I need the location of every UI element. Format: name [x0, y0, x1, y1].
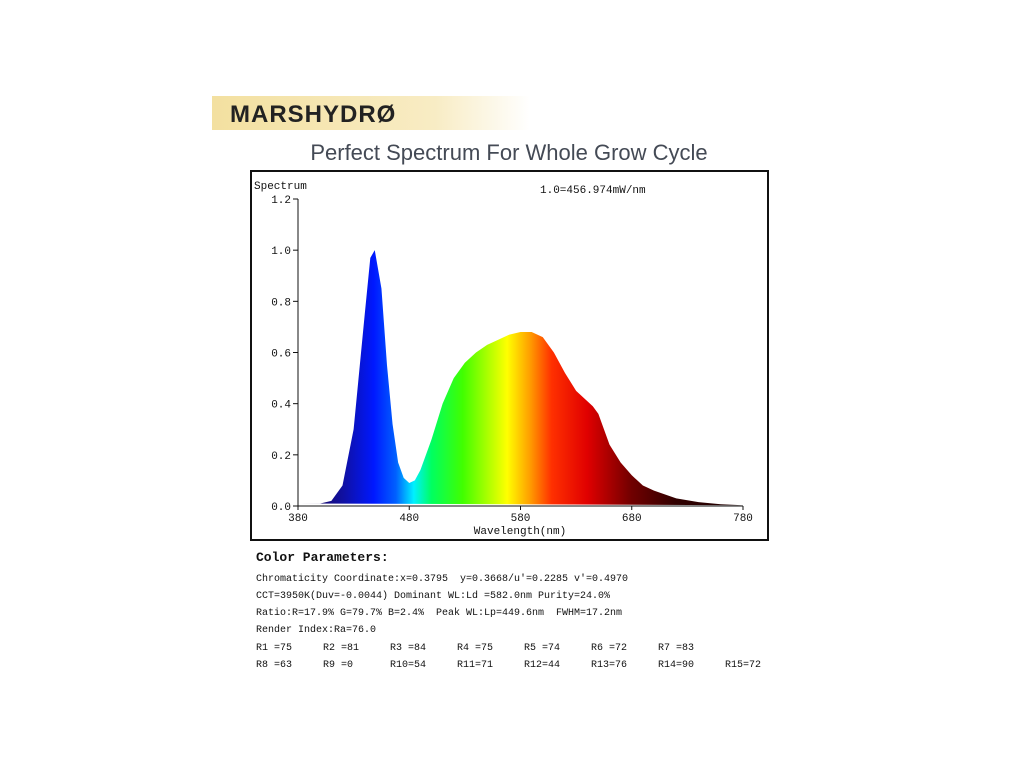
y-tick-label: 0.6	[271, 349, 291, 361]
render-index-value: R2 =81	[323, 643, 359, 654]
x-tick-label: 580	[511, 513, 531, 525]
render-index-value: R10=54	[390, 660, 426, 671]
spectrum-area	[298, 250, 743, 506]
render-index-value: R14=90	[658, 660, 694, 671]
parameter-line: CCT=3950K(Duv=-0.0044) Dominant WL:Ld =5…	[256, 590, 610, 602]
title: Perfect Spectrum For Whole Grow Cycle	[310, 140, 707, 165]
y-tick-label: 0.4	[271, 400, 291, 412]
logo: MARSHYDRØ	[230, 101, 396, 128]
render-index-value: R1 =75	[256, 643, 292, 654]
x-tick-label: 380	[288, 513, 308, 525]
y-tick-label: 1.0	[271, 246, 291, 258]
parameter-line: Render Index:Ra=76.0	[256, 624, 376, 636]
render-index-value: R3 =84	[390, 643, 426, 654]
plot: 0.0 0.2 0.4 0.6 0.8 1.0 1.2 380 480 580 680 780	[271, 195, 753, 525]
render-index-value: R13=76	[591, 660, 627, 671]
y-axis-label: Spectrum	[254, 181, 307, 193]
x-tick-label: 680	[622, 513, 642, 525]
logo-banner	[212, 96, 530, 130]
parameters-heading: Color Parameters:	[256, 550, 389, 565]
y-tick-label: 0.2	[271, 451, 291, 463]
x-tick-label: 480	[399, 513, 419, 525]
render-index-value: R12=44	[524, 660, 560, 671]
x-axis-label: Wavelength(nm)	[474, 526, 566, 538]
render-index-value: R9 =0	[323, 660, 353, 671]
render-index-value: R5 =74	[524, 643, 560, 654]
parameter-line: Chromaticity Coordinate:x=0.3795 y=0.366…	[256, 573, 628, 585]
render-index-value: R7 =83	[658, 643, 694, 654]
y-tick-label: 1.2	[271, 195, 291, 207]
render-index-value: R6 =72	[591, 643, 627, 654]
y-tick-label: 0.8	[271, 297, 291, 309]
render-index-value: R4 =75	[457, 643, 493, 654]
annotation: 1.0=456.974mW/nm	[540, 185, 646, 197]
render-index-value: R15=72	[725, 660, 761, 671]
parameter-line: Ratio:R=17.9% G=79.7% B=2.4% Peak WL:Lp=…	[256, 607, 622, 619]
render-index-value: R8 =63	[256, 660, 292, 671]
x-tick-label: 780	[733, 513, 753, 525]
render-index-value: R11=71	[457, 660, 493, 671]
parameters: Chromaticity Coordinate:x=0.3795 y=0.366…	[256, 573, 761, 671]
y-tick-label: 0.0	[271, 502, 291, 514]
